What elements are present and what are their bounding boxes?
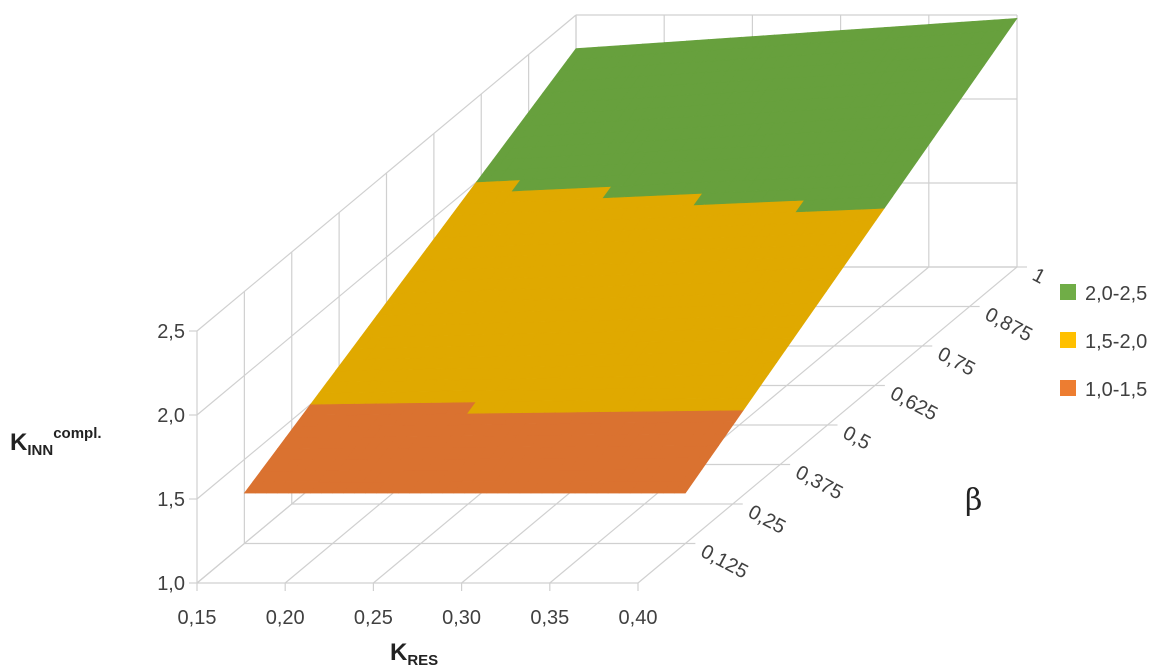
legend-label: 2,0-2,5: [1085, 283, 1147, 305]
z-axis-title: KINNcompl.: [10, 425, 102, 459]
z-tick-label: 1,5: [157, 489, 185, 511]
beta-tick-label: 1: [1029, 264, 1049, 289]
legend-swatch: [1060, 284, 1076, 300]
legend-item: 2,0-2,5: [1060, 283, 1147, 305]
x-tick-label: 0,25: [354, 607, 393, 629]
x-tick-label: 0,20: [266, 607, 305, 629]
legend-swatch: [1060, 332, 1076, 348]
beta-tick-label: 0,25: [744, 501, 789, 539]
legend-item: 1,0-1,5: [1060, 379, 1147, 401]
surface-patch: [997, 18, 1018, 32]
beta-tick-label: 0,125: [697, 540, 752, 583]
legend-swatch: [1060, 380, 1076, 396]
beta-tick-label: 0,75: [934, 343, 979, 381]
legend: 2,0-2,5 1,5-2,0 1,0-1,5: [1060, 283, 1147, 401]
beta-tick-label: 0,875: [981, 303, 1036, 346]
beta-axis-title: β: [965, 483, 982, 518]
legend-label: 1,0-1,5: [1085, 379, 1147, 401]
x-tick-label: 0,30: [442, 607, 481, 629]
legend-item: 1,5-2,0: [1060, 331, 1147, 353]
beta-tick-label: 0,5: [839, 422, 874, 454]
z-tick-label: 2,0: [157, 405, 185, 427]
legend-label: 1,5-2,0: [1085, 331, 1147, 353]
x-axis-title: KRES: [390, 639, 438, 666]
x-tick-label: 0,35: [530, 607, 569, 629]
x-tick-label: 0,40: [619, 607, 658, 629]
beta-tick-label: 0,625: [887, 382, 942, 425]
beta-tick-label: 0,375: [792, 461, 847, 504]
x-tick-label: 0,15: [178, 607, 217, 629]
z-tick-label: 1,0: [157, 573, 185, 595]
chart-surface: [243, 18, 1018, 494]
z-tick-label: 2,5: [157, 321, 185, 343]
